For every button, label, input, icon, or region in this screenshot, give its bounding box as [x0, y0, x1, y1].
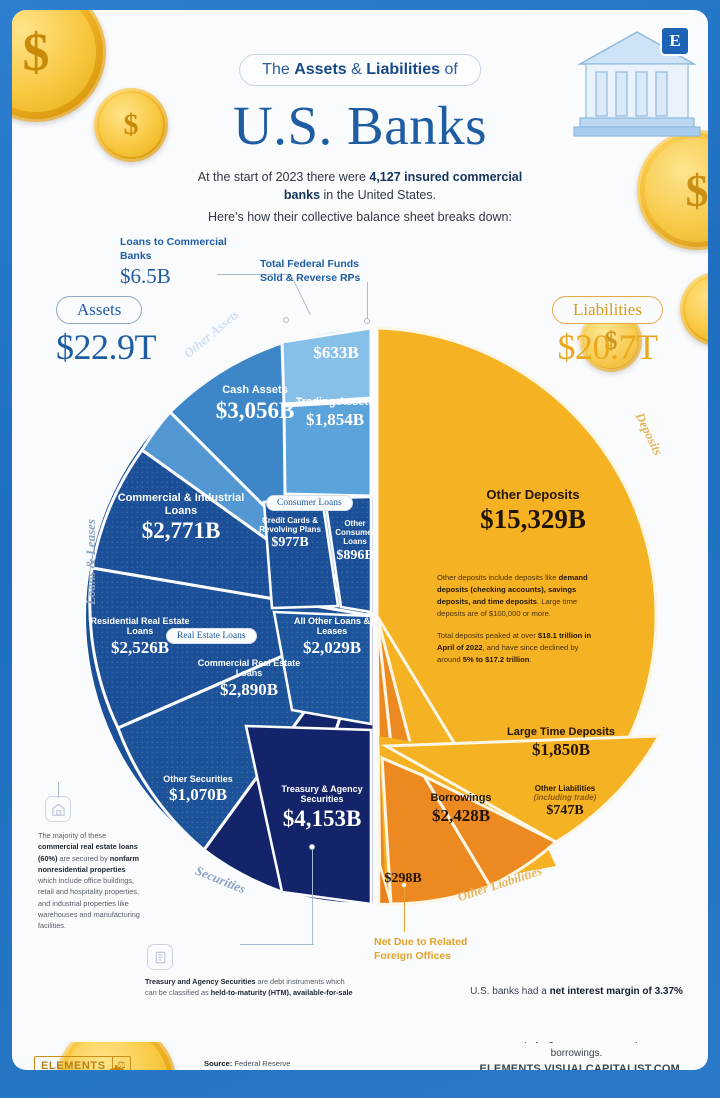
- source-sub-note: Seasonally adjusted, as of the week endi…: [204, 1069, 375, 1070]
- coin-decoration: $: [94, 88, 168, 162]
- leader-line: [58, 782, 60, 798]
- segment-treasury-block: [244, 724, 373, 906]
- deposits-explanation: Other deposits include deposits like dem…: [437, 572, 597, 666]
- deposit-note-p2: Total deposits peaked at over $18.1 tril…: [437, 630, 592, 664]
- leader-dot: [309, 844, 315, 850]
- leader-line: [367, 282, 369, 320]
- kicker-post: of: [440, 61, 458, 78]
- source-note: Source: Federal Reserve Seasonally adjus…: [204, 1058, 375, 1070]
- page-subtitle: At the start of 2023 there were 4,127 in…: [190, 168, 530, 204]
- leader-line: [217, 274, 291, 276]
- source-line: Source: Federal Reserve: [204, 1059, 291, 1068]
- group-label-loans-leases: Loans & Leases: [82, 519, 98, 605]
- liabilities-header: Liabilities $20.7T: [552, 296, 663, 368]
- subtitle-bold: 4,127 insured commercial banks: [283, 170, 523, 203]
- leader-dot: [283, 317, 289, 323]
- elements-badge: E: [660, 26, 690, 56]
- page-title: U.S. Banks: [232, 95, 488, 156]
- document-icon: [147, 944, 173, 970]
- home-glyph: [51, 803, 65, 816]
- infographic-card: $ $ $ $ $ $ E The Assets & Liabilities o…: [12, 10, 708, 1070]
- page-kicker: The Assets & Liabilities of: [239, 54, 481, 86]
- real-estate-loans-group-pill: Real Estate Loans: [166, 628, 257, 644]
- segment-texture: [274, 612, 371, 724]
- leader-dot: [364, 318, 370, 324]
- subtitle-post: in the United States.: [320, 188, 437, 203]
- leader-line: [312, 848, 314, 944]
- deposit-note-p1: Other deposits include deposits like dem…: [437, 573, 588, 619]
- kicker-pre: The: [262, 61, 295, 78]
- subtitle-pre: At the start of 2023 there were: [197, 170, 370, 184]
- segment-trading-assets: [282, 399, 373, 498]
- segment-texture: [264, 498, 338, 608]
- liabilities-tiles: [377, 734, 662, 906]
- tile-borrowings: [380, 755, 493, 906]
- kicker-assets: Assets: [294, 61, 347, 78]
- leader-line: [240, 944, 314, 946]
- page-footer: [24, 996, 696, 1042]
- assets-inner-blocks: [244, 326, 373, 906]
- assets-header: Assets $22.9T: [56, 296, 157, 368]
- liabilities-total: $20.7T: [557, 327, 658, 367]
- coin-decoration: $: [680, 272, 708, 346]
- leader-line: [404, 886, 406, 932]
- bank-building-icon: [573, 31, 701, 137]
- note-commercial-real-estate: The majority of these commercial real es…: [38, 831, 140, 931]
- callout-net-due-foreign-offices: Net Due to Related Foreign Offices: [374, 936, 468, 962]
- site-url[interactable]: ELEMENTS.VISUALCAPITALIST.COM: [479, 1063, 680, 1070]
- consumer-loans-group-pill: Consumer Loans: [266, 495, 353, 511]
- page-lede: Here's how their collective balance shee…: [208, 210, 512, 224]
- tile-net-due-foreign-offices: [377, 861, 393, 906]
- leader-dot: [401, 882, 407, 888]
- segment-total-federal-funds: [280, 326, 373, 406]
- coin-decoration: $: [12, 10, 106, 122]
- home-icon: [45, 796, 71, 822]
- pie-svg: [86, 326, 662, 906]
- liabilities-pill: Liabilities: [552, 296, 663, 324]
- tile-large-time-deposits: [380, 734, 662, 844]
- callout-total-federal-funds: Total Federal Funds Sold & Reverse RPs: [260, 258, 361, 284]
- elements-logo-symbol: ⚖: [111, 1057, 130, 1070]
- callout-loans-to-commercial-banks: Loans to Commercial Banks $6.5B: [120, 236, 227, 289]
- assets-pill: Assets: [56, 296, 143, 324]
- assets-total: $22.9T: [56, 327, 157, 367]
- segment-texture: [325, 497, 371, 612]
- kicker-amp: &: [346, 61, 367, 78]
- elements-logo[interactable]: ELEMENTS ⚖: [34, 1056, 131, 1070]
- document-glyph: [155, 951, 165, 963]
- balance-sheet-pie-chart: Cash Assets $3,056B Trading Assets $1,85…: [82, 306, 666, 926]
- kicker-liabilities: Liabilities: [366, 61, 441, 78]
- elements-logo-word: ELEMENTS: [41, 1059, 106, 1071]
